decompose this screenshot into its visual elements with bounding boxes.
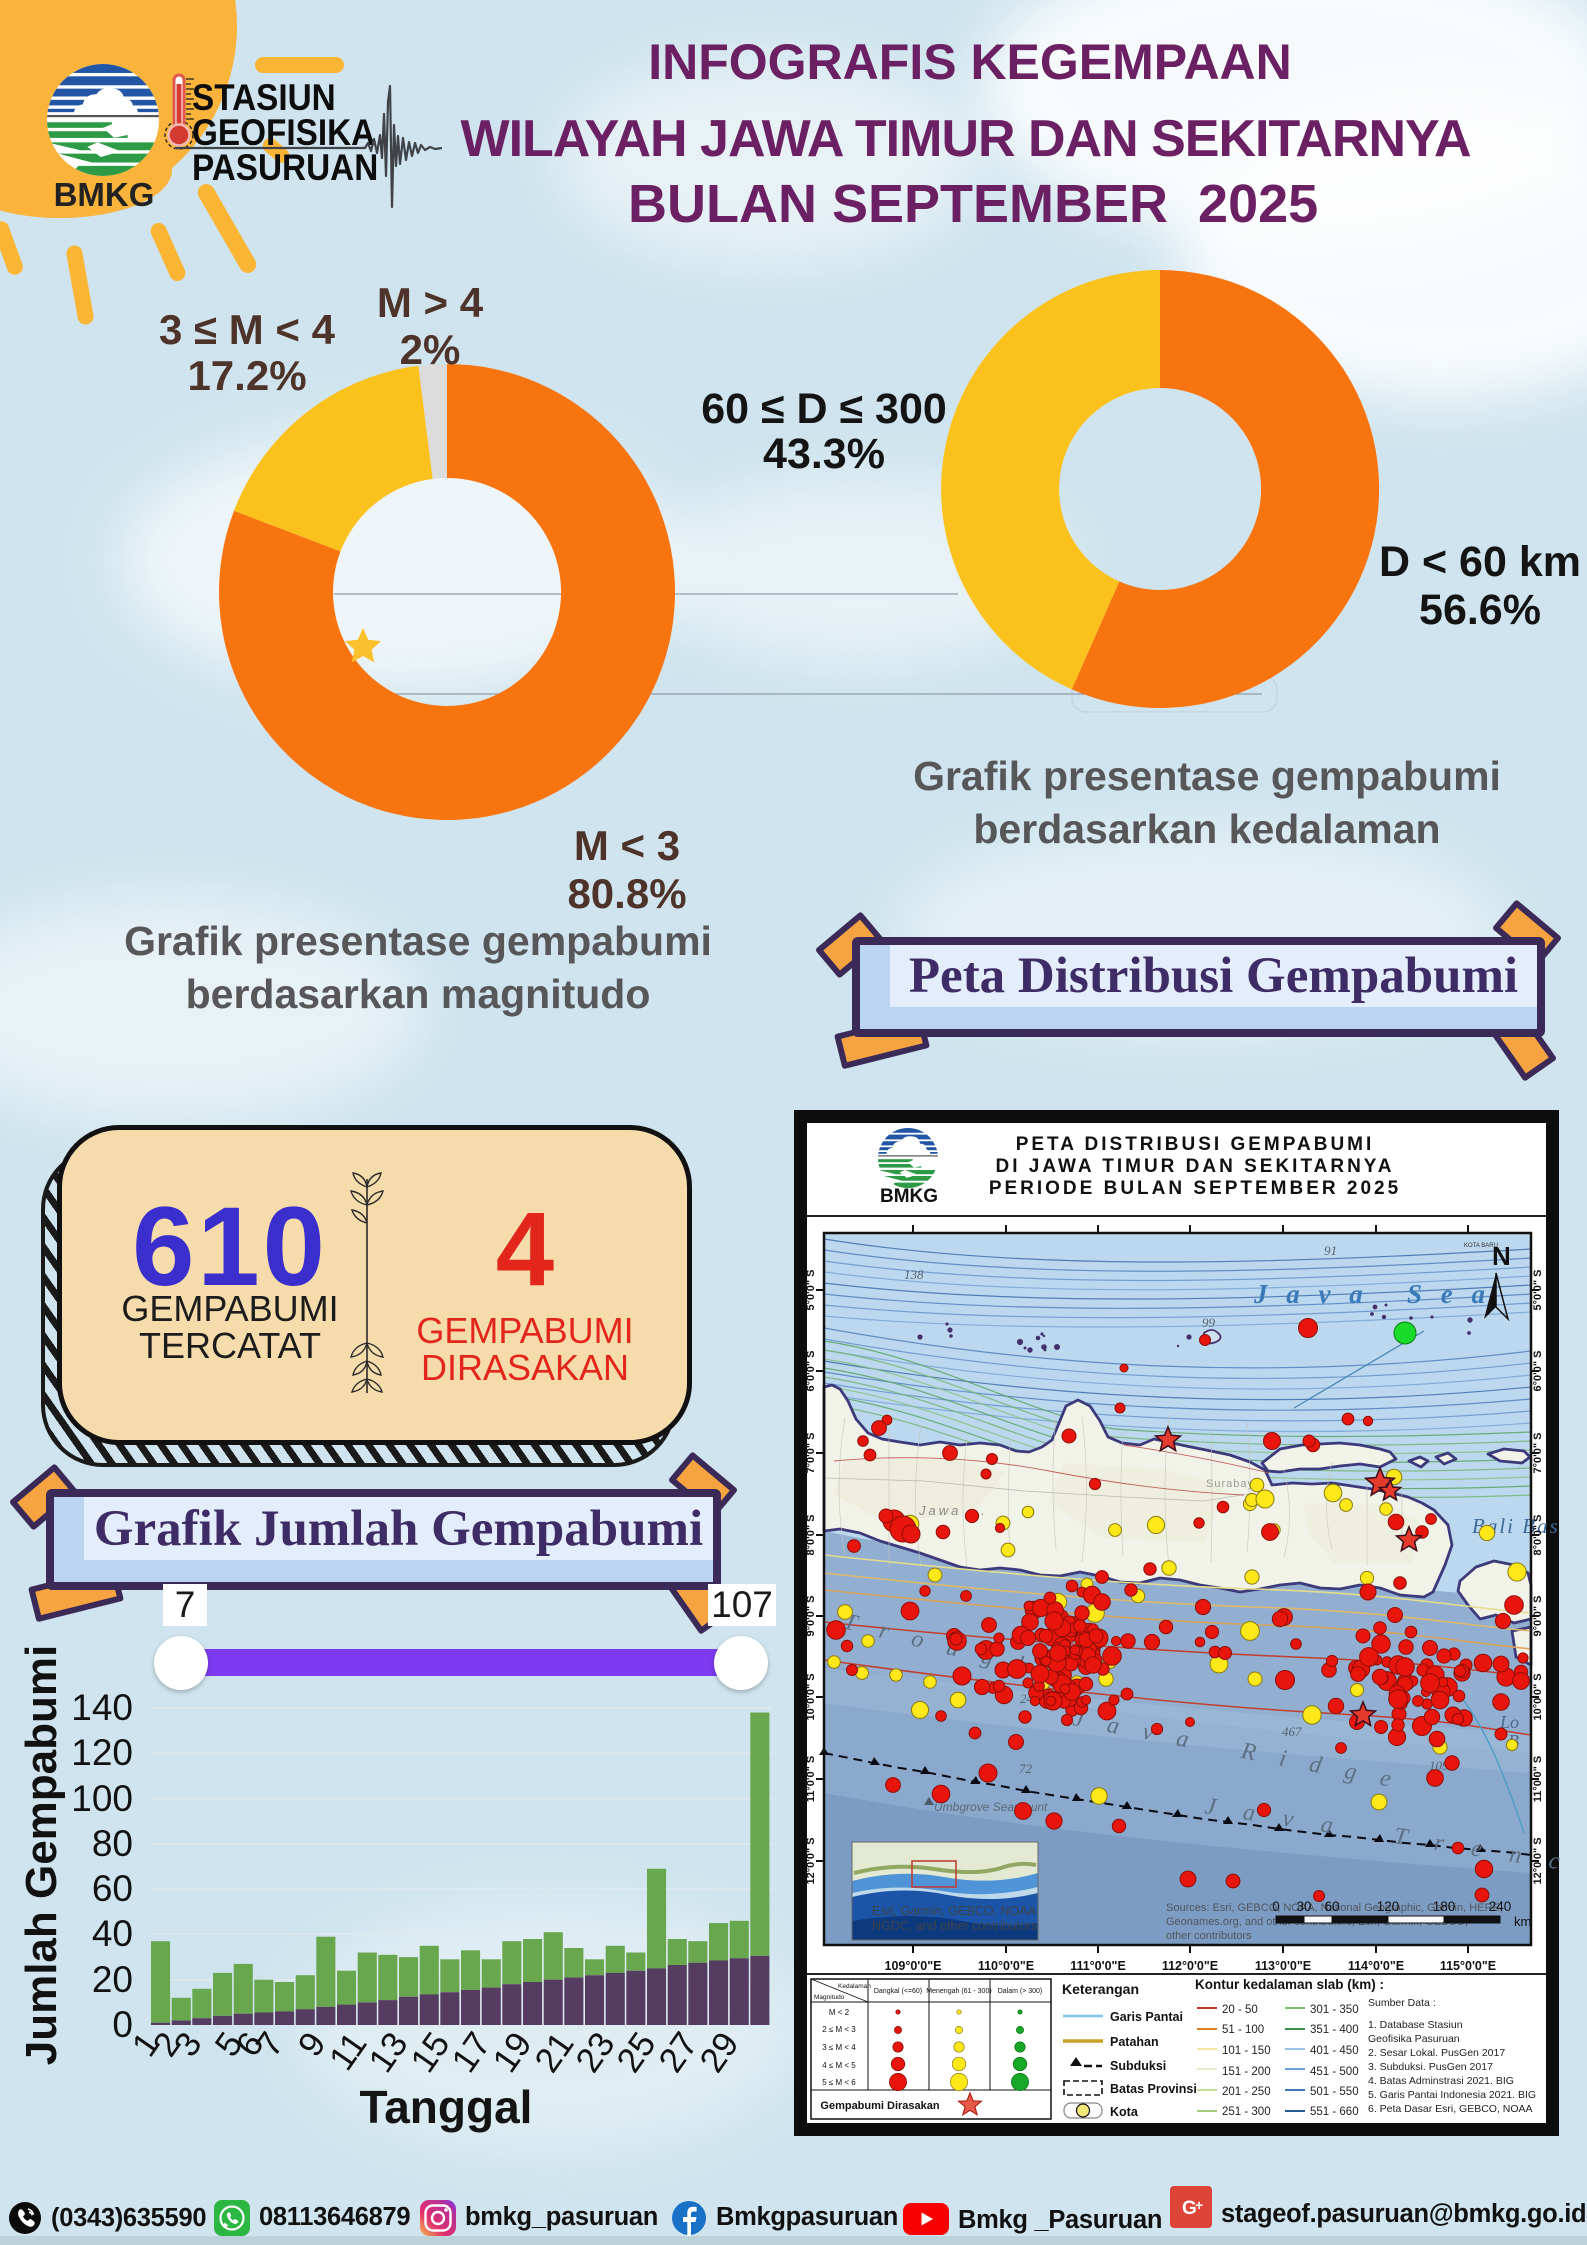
svg-text:Garis Pantai: Garis Pantai (1110, 2010, 1183, 2024)
svg-text:100: 100 (71, 1778, 133, 1819)
svg-text:5°0'0" S: 5°0'0" S (805, 1270, 817, 1311)
svg-text:109°0'0"E: 109°0'0"E (885, 1959, 942, 1973)
svg-text:6°0'0" S: 6°0'0" S (805, 1351, 817, 1392)
svg-text:551 - 660: 551 - 660 (1310, 2106, 1359, 2118)
svg-text:20 - 50: 20 - 50 (1222, 2004, 1258, 2016)
svg-text:9°0'0" S: 9°0'0" S (805, 1596, 817, 1637)
svg-text:5 ≤ M < 6: 5 ≤ M < 6 (822, 2078, 856, 2087)
svg-text:40: 40 (92, 1913, 133, 1954)
svg-text:201 - 250: 201 - 250 (1222, 2086, 1271, 2098)
svg-text:301 - 350: 301 - 350 (1310, 2004, 1359, 2016)
svg-text:N: N (1492, 1241, 1511, 1271)
svg-text:Gempabumi Dirasakan: Gempabumi Dirasakan (820, 2100, 939, 2112)
svg-text:Esri, Garmin, GEBCO, NOAA: Esri, Garmin, GEBCO, NOAA (872, 1904, 1037, 1918)
svg-text:Surabaya: Surabaya (1206, 1478, 1261, 1490)
svg-text:51 - 100: 51 - 100 (1222, 2024, 1264, 2036)
svg-text:114°0'0"E: 114°0'0"E (1348, 1959, 1404, 1973)
svg-text:401 - 450: 401 - 450 (1310, 2045, 1359, 2057)
svg-text:Kontur kedalaman slab (km) :: Kontur kedalaman slab (km) : (1195, 1977, 1384, 1992)
svg-text:0: 0 (1272, 1899, 1280, 1914)
svg-text:+: + (1195, 2197, 1203, 2213)
svg-text:240: 240 (1489, 1899, 1512, 1914)
svg-text:Subduksi: Subduksi (1110, 2059, 1166, 2073)
svg-text:2 ≤ M < 3: 2 ≤ M < 3 (822, 2025, 856, 2034)
svg-text:140: 140 (71, 1687, 133, 1728)
svg-text:138: 138 (904, 1267, 924, 1282)
svg-text:Magnitudo: Magnitudo (814, 1994, 845, 2001)
svg-text:Batas Provinsi: Batas Provinsi (1110, 2082, 1197, 2096)
svg-text:29: 29 (692, 2025, 746, 2079)
svg-text:351 - 400: 351 - 400 (1310, 2024, 1359, 2036)
svg-text:112°0'0"E: 112°0'0"E (1162, 1959, 1218, 1973)
svg-text:other contributors: other contributors (1166, 1930, 1252, 1942)
svg-text:Dangkal (<=60): Dangkal (<=60) (874, 1988, 922, 1995)
svg-text:8°0'0" S: 8°0'0" S (805, 1515, 817, 1556)
svg-text:101 - 150: 101 - 150 (1222, 2045, 1271, 2057)
svg-text:M < 2: M < 2 (829, 2008, 850, 2017)
svg-text:113°0'0"E: 113°0'0"E (1255, 1959, 1311, 1973)
svg-text:80: 80 (92, 1823, 133, 1864)
svg-text:451 - 500: 451 - 500 (1310, 2066, 1359, 2078)
svg-text:Patahan: Patahan (1110, 2035, 1159, 2049)
svg-text:111°0'0"E: 111°0'0"E (1070, 1959, 1126, 1973)
svg-text:72: 72 (1019, 1761, 1033, 1776)
svg-text:467: 467 (1282, 1724, 1302, 1739)
svg-text:J a v a S e a: J a v a S e a (1253, 1279, 1491, 1309)
svg-text:Dalam (> 300): Dalam (> 300) (998, 1988, 1043, 1995)
svg-text:Lo: Lo (1499, 1712, 1519, 1732)
svg-text:Kota: Kota (1110, 2105, 1139, 2119)
svg-text:20: 20 (92, 1959, 133, 2000)
svg-text:G: G (1182, 2198, 1196, 2219)
svg-text:11°0'0" S: 11°0'0" S (805, 1756, 817, 1803)
svg-text:110°0'0"E: 110°0'0"E (978, 1959, 1034, 1973)
svg-text:km: km (1514, 1914, 1531, 1929)
svg-text:NGDC, and other contributors: NGDC, and other contributors (872, 1919, 1037, 1933)
svg-text:Menengah (61 - 300): Menengah (61 - 300) (926, 1988, 991, 1995)
svg-text:Keterangan: Keterangan (1062, 1981, 1139, 1997)
svg-text:91: 91 (1324, 1243, 1337, 1258)
svg-text:60: 60 (1324, 1899, 1339, 1914)
svg-text:99: 99 (1202, 1315, 1216, 1330)
svg-text:251 - 300: 251 - 300 (1222, 2106, 1271, 2118)
svg-text:60: 60 (92, 1868, 133, 1909)
svg-text:Kedalaman: Kedalaman (838, 1983, 871, 1990)
svg-text:12°0'0" S: 12°0'0" S (805, 1837, 817, 1884)
svg-text:3 ≤ M < 4: 3 ≤ M < 4 (822, 2043, 856, 2052)
svg-text:115°0'0"E: 115°0'0"E (1440, 1959, 1496, 1973)
svg-text:120: 120 (71, 1732, 133, 1773)
svg-text:151 - 200: 151 - 200 (1222, 2066, 1271, 2078)
svg-text:30: 30 (1296, 1899, 1311, 1914)
svg-text:7°0'0" S: 7°0'0" S (805, 1433, 817, 1474)
svg-text:120: 120 (1377, 1899, 1400, 1914)
svg-text:501 - 550: 501 - 550 (1310, 2086, 1359, 2098)
svg-text:Sources: Esri, GEBCO, NOAA, Na: Sources: Esri, GEBCO, NOAA, National Geo… (1166, 1902, 1503, 1914)
svg-text:180: 180 (1433, 1899, 1456, 1914)
svg-text:10°0'0" S: 10°0'0" S (805, 1673, 817, 1720)
svg-text:4 ≤ M < 5: 4 ≤ M < 5 (822, 2061, 856, 2070)
svg-text:KOTA BARU: KOTA BARU (1464, 1243, 1498, 1249)
svg-text:0: 0 (112, 2004, 133, 2045)
